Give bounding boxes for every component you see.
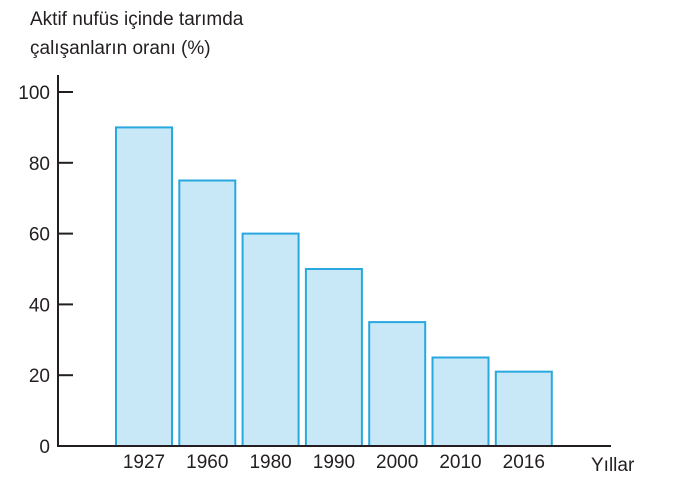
bar-2016 <box>494 370 553 447</box>
y-ticks-group: 0 20 40 60 80 100 <box>18 83 73 458</box>
y-axis-title-line-2: çalışanların oranı (%) <box>30 38 211 59</box>
y-axis-title-line-1: Aktif nufüs içinde tarımda <box>30 9 244 30</box>
bar-2010 <box>431 356 490 447</box>
y-tick-label: 100 <box>18 83 50 104</box>
y-tick-label: 0 <box>39 437 50 458</box>
bars-group <box>115 126 553 448</box>
bar-1980 <box>241 232 300 447</box>
x-tick-labels-group: 1927 1960 1980 1990 2000 2010 2016 <box>123 452 545 473</box>
bar-1960 <box>178 179 237 447</box>
x-tick-label-1927: 1927 <box>123 452 165 473</box>
x-tick-label-2010: 2010 <box>439 452 481 473</box>
y-tick-label: 20 <box>29 366 50 387</box>
x-tick-label-2000: 2000 <box>376 452 418 473</box>
y-tick-label: 60 <box>29 225 50 246</box>
x-tick-label-1980: 1980 <box>249 452 291 473</box>
bar-1927 <box>115 126 173 448</box>
bar-1990 <box>304 268 363 447</box>
x-axis-title: Yıllar <box>591 455 635 476</box>
y-tick-label: 40 <box>29 295 50 316</box>
x-tick-label-1990: 1990 <box>313 452 355 473</box>
y-tick-label: 80 <box>29 154 50 175</box>
x-tick-label-1960: 1960 <box>186 452 228 473</box>
bar-2000 <box>368 321 427 448</box>
x-tick-label-2016: 2016 <box>503 452 545 473</box>
